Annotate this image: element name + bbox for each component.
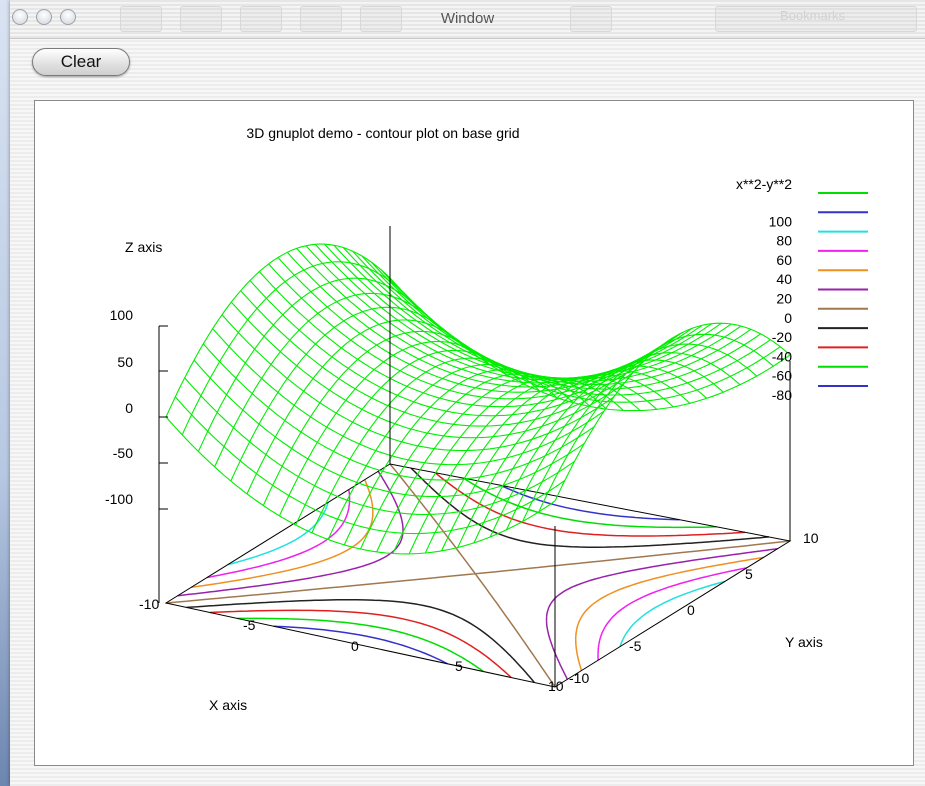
surface-mesh-line: [230, 301, 624, 439]
contour-line: [237, 477, 717, 673]
z-tick-label: 100: [110, 307, 134, 323]
surface-mesh-line: [324, 243, 722, 379]
z-tick-labels: 100 50 0 -50 -100: [105, 307, 133, 507]
window-title: Window: [440, 10, 495, 27]
y-tick-label: 10: [803, 530, 819, 546]
legend-entry-label: 40: [776, 271, 792, 287]
contour-line: [209, 472, 745, 679]
minimize-window-icon[interactable]: [36, 9, 52, 25]
y-tick-label: -5: [629, 638, 642, 654]
x-axis-label: X axis: [209, 697, 247, 713]
chart-title: 3D gnuplot demo - contour plot on base g…: [246, 125, 519, 141]
gnuplot-surface-chart: 3D gnuplot demo - contour plot on base g…: [105, 125, 868, 713]
surface-mesh-line: [240, 290, 634, 427]
x-tick-label: 5: [455, 658, 463, 674]
background-bookmarks-label: Bookmarks: [780, 8, 846, 23]
legend-entry-label: -60: [772, 368, 792, 384]
surface-mesh-line: [408, 377, 641, 555]
y-tick-label: 0: [687, 602, 695, 618]
z-tick-label: 50: [117, 354, 133, 370]
surface-mesh-line: [361, 255, 761, 390]
surface-mesh-line: [389, 277, 791, 412]
zoom-window-icon[interactable]: [60, 9, 76, 25]
contour-line: [207, 489, 747, 661]
y-tick-labels: -10 -5 0 5 10: [569, 530, 819, 686]
legend-title: x**2-y**2: [736, 176, 792, 192]
legend-entry-label: 100: [769, 213, 793, 229]
contour-line: [177, 470, 778, 680]
y-axis-label: Y axis: [785, 634, 823, 650]
surface-mesh-line: [352, 250, 752, 386]
background-toolbar-icon: [300, 6, 342, 32]
background-toolbar-icon: [360, 6, 402, 32]
surface-mesh-line: [174, 396, 566, 535]
z-tick-label: 0: [125, 400, 133, 416]
surface-mesh-line: [184, 377, 575, 516]
app-window: Bookmarks Window Clear 3D gnuplot demo -…: [10, 0, 925, 786]
surface-mesh-line: [305, 245, 703, 381]
x-tick-label: -5: [243, 617, 256, 633]
close-window-icon[interactable]: [12, 9, 28, 25]
surface-mesh-line: [258, 271, 654, 408]
contour-line: [186, 467, 769, 684]
background-toolbar-icon: [570, 6, 612, 32]
surface-mesh-line: [165, 416, 556, 555]
legend-entry-label: 0: [784, 310, 792, 326]
background-toolbar-icon: [180, 6, 222, 32]
surface-mesh-line: [221, 314, 615, 452]
contour-lines: [165, 463, 791, 688]
title-bar[interactable]: Bookmarks Window: [10, 0, 925, 39]
legend-entry-label: -20: [772, 329, 792, 345]
y-tick-label: 5: [745, 566, 753, 582]
surface-mesh-line: [296, 248, 693, 384]
y-tick-label: -10: [569, 670, 589, 686]
z-axis-label: Z axis: [125, 239, 162, 255]
plot-canvas: 3D gnuplot demo - contour plot on base g…: [34, 100, 914, 766]
z-tick-label: -50: [113, 445, 133, 461]
surface-mesh-line: [230, 306, 458, 482]
x-tick-labels: -10 -5 0 5 10: [139, 596, 564, 694]
legend-entry-label: 80: [776, 233, 792, 249]
surface-mesh-line: [342, 247, 742, 382]
clear-button[interactable]: Clear: [32, 48, 130, 76]
legend: x**2-y**2 100 80 60 40 20 0 -20 -40 -60 -80: [736, 176, 868, 403]
surface-mesh-line: [181, 261, 408, 436]
contour-line: [165, 463, 791, 688]
surface-mesh-line: [380, 269, 781, 403]
surface-mesh-line: [343, 369, 574, 546]
desktop-background: [0, 0, 10, 786]
background-toolbar-icon: [240, 6, 282, 32]
surface-mesh-line: [212, 328, 605, 466]
z-tick-label: -100: [105, 491, 133, 507]
axes: [158, 226, 791, 687]
legend-entry-label: 20: [776, 291, 792, 307]
surface-mesh: [165, 243, 791, 555]
x-tick-label: 10: [548, 678, 564, 694]
surface-mesh-line: [333, 244, 732, 380]
surface-mesh-line: [314, 243, 713, 379]
background-bookmarks-bar: [715, 6, 917, 32]
background-toolbar-icon: [120, 6, 162, 32]
base-outline: [164, 463, 792, 688]
surface-mesh-line: [311, 357, 541, 534]
legend-entry-label: -80: [772, 387, 792, 403]
base-grid: [164, 463, 792, 688]
surface-mesh-line: [202, 343, 595, 481]
surface-mesh-line: [268, 263, 664, 400]
x-tick-label: -10: [139, 596, 159, 612]
legend-entry-label: 60: [776, 252, 792, 268]
surface-mesh-line: [193, 359, 585, 498]
surface-mesh-line: [370, 261, 771, 396]
legend-entry-label: -40: [772, 348, 792, 364]
x-tick-label: 0: [351, 638, 359, 654]
surface-mesh-line: [249, 280, 644, 417]
